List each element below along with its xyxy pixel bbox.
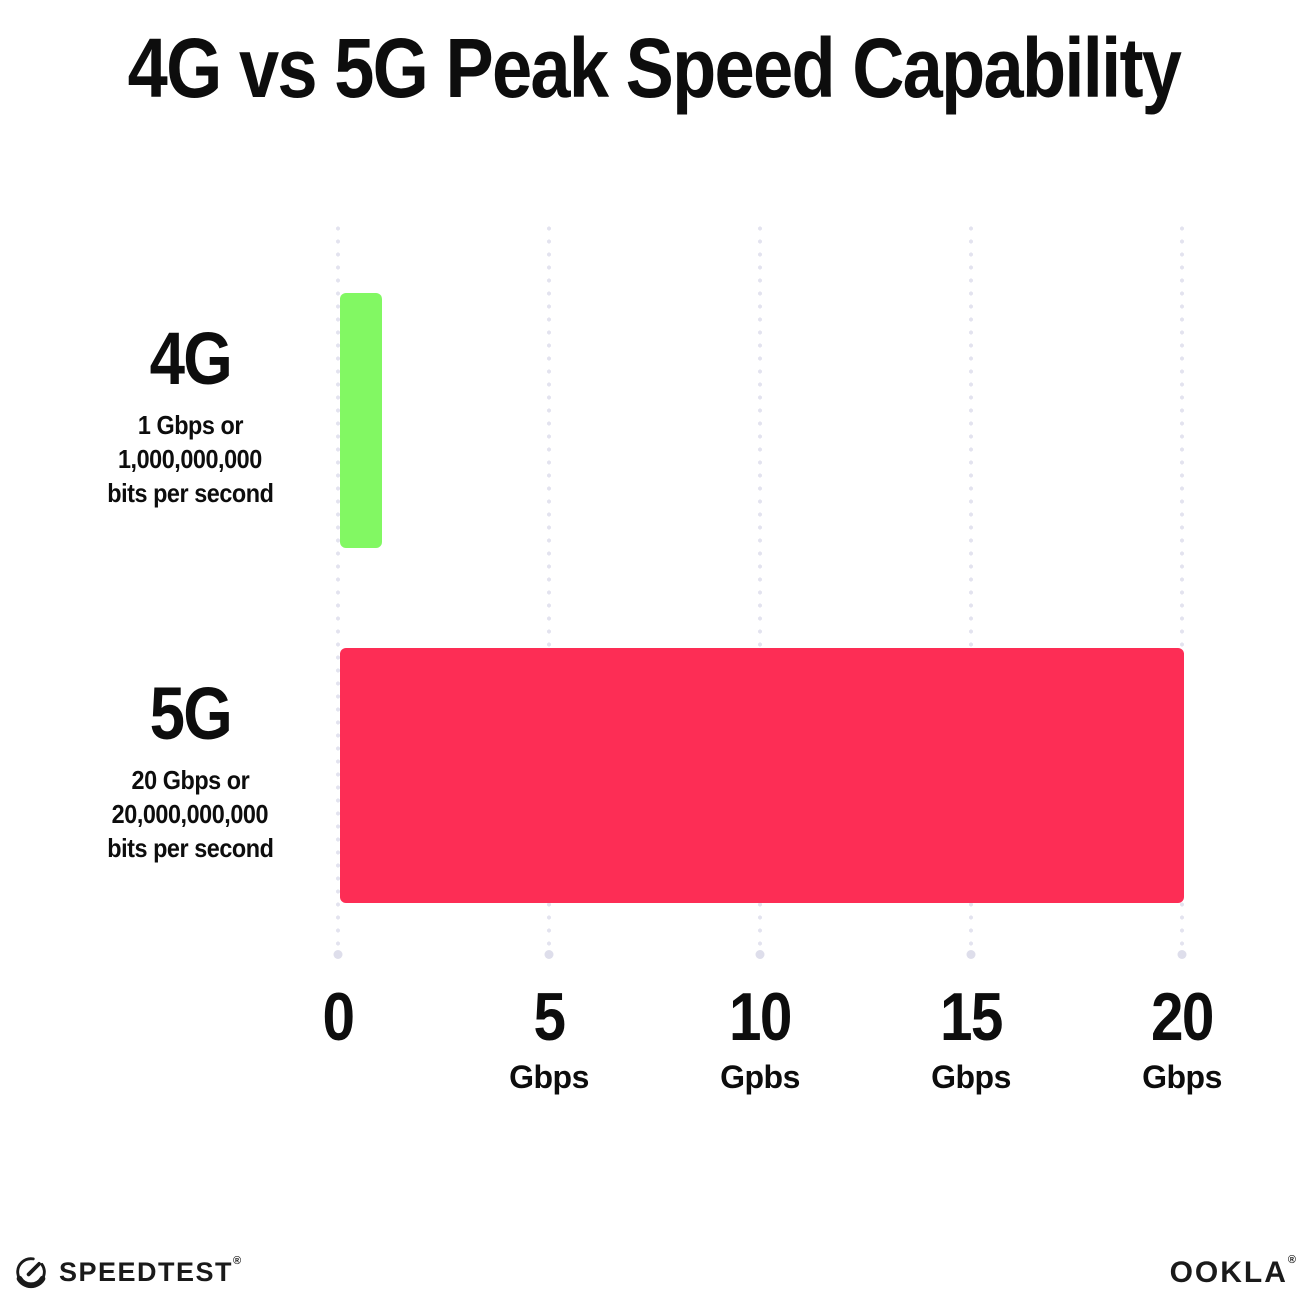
speedometer-gauge-icon <box>12 1252 50 1292</box>
bar-5g <box>340 648 1184 903</box>
gridline-0 <box>336 222 340 950</box>
x-tick-10-number: 10 <box>729 979 792 1055</box>
speedtest-registered-mark: ® <box>233 1254 242 1267</box>
row-sublabel-5g: 20 Gbps or 20,000,000,000 bits per secon… <box>40 763 340 865</box>
x-tick-0-number: 0 <box>322 979 356 1055</box>
x-tick-15: 15 Gbps <box>861 983 1081 1096</box>
x-tick-15-unit: Gbps <box>931 1059 1011 1095</box>
ookla-wordmark: OOKLA <box>1169 1256 1288 1289</box>
row-label-4g: 4G 1 Gbps or 1,000,000,000 bits per seco… <box>40 322 340 510</box>
gridline-15 <box>969 222 973 950</box>
row-sub-5g-line1: 20 Gbps or <box>131 765 249 795</box>
x-tick-0: 0 <box>228 983 448 1059</box>
speedtest-wordmark: SPEEDTEST® <box>59 1254 242 1287</box>
row-sublabel-4g: 1 Gbps or 1,000,000,000 bits per second <box>40 408 340 510</box>
row-sub-4g-line2: 1,000,000,000 <box>118 444 262 474</box>
chart-title-text: 4G vs 5G Peak Speed Capability <box>127 21 1182 115</box>
row-name-4g: 4G <box>149 317 232 400</box>
row-sub-4g-line1: 1 Gbps or <box>137 410 243 440</box>
row-sub-4g-line3: bits per second <box>106 478 274 508</box>
ookla-logo: OOKLA® <box>1169 1254 1296 1290</box>
x-tick-20-number: 20 <box>1151 979 1214 1055</box>
x-tick-5: 5 Gbps <box>439 983 659 1096</box>
row-name-5g: 5G <box>149 672 232 755</box>
x-tick-10: 10 Gpbs <box>650 983 870 1096</box>
x-tick-5-unit: Gbps <box>509 1059 589 1095</box>
x-tick-20: 20 Gbps <box>1072 983 1292 1096</box>
row-label-5g: 5G 20 Gbps or 20,000,000,000 bits per se… <box>40 677 340 865</box>
ookla-registered-mark: ® <box>1287 1254 1296 1266</box>
gridline-20 <box>1180 222 1184 950</box>
x-tick-5-number: 5 <box>533 979 567 1055</box>
x-tick-10-unit: Gpbs <box>720 1059 800 1095</box>
gridline-5 <box>547 222 551 950</box>
gridline-10 <box>758 222 762 950</box>
speedtest-logo: SPEEDTEST® <box>12 1252 241 1292</box>
bar-4g <box>340 293 382 548</box>
row-sub-5g-line2: 20,000,000,000 <box>111 799 269 829</box>
row-sub-5g-line3: bits per second <box>106 833 274 863</box>
chart-title: 4G vs 5G Peak Speed Capability <box>0 20 1308 117</box>
x-tick-20-unit: Gbps <box>1142 1059 1222 1095</box>
x-tick-15-number: 15 <box>940 979 1003 1055</box>
footer: SPEEDTEST® OOKLA® <box>0 1248 1308 1296</box>
